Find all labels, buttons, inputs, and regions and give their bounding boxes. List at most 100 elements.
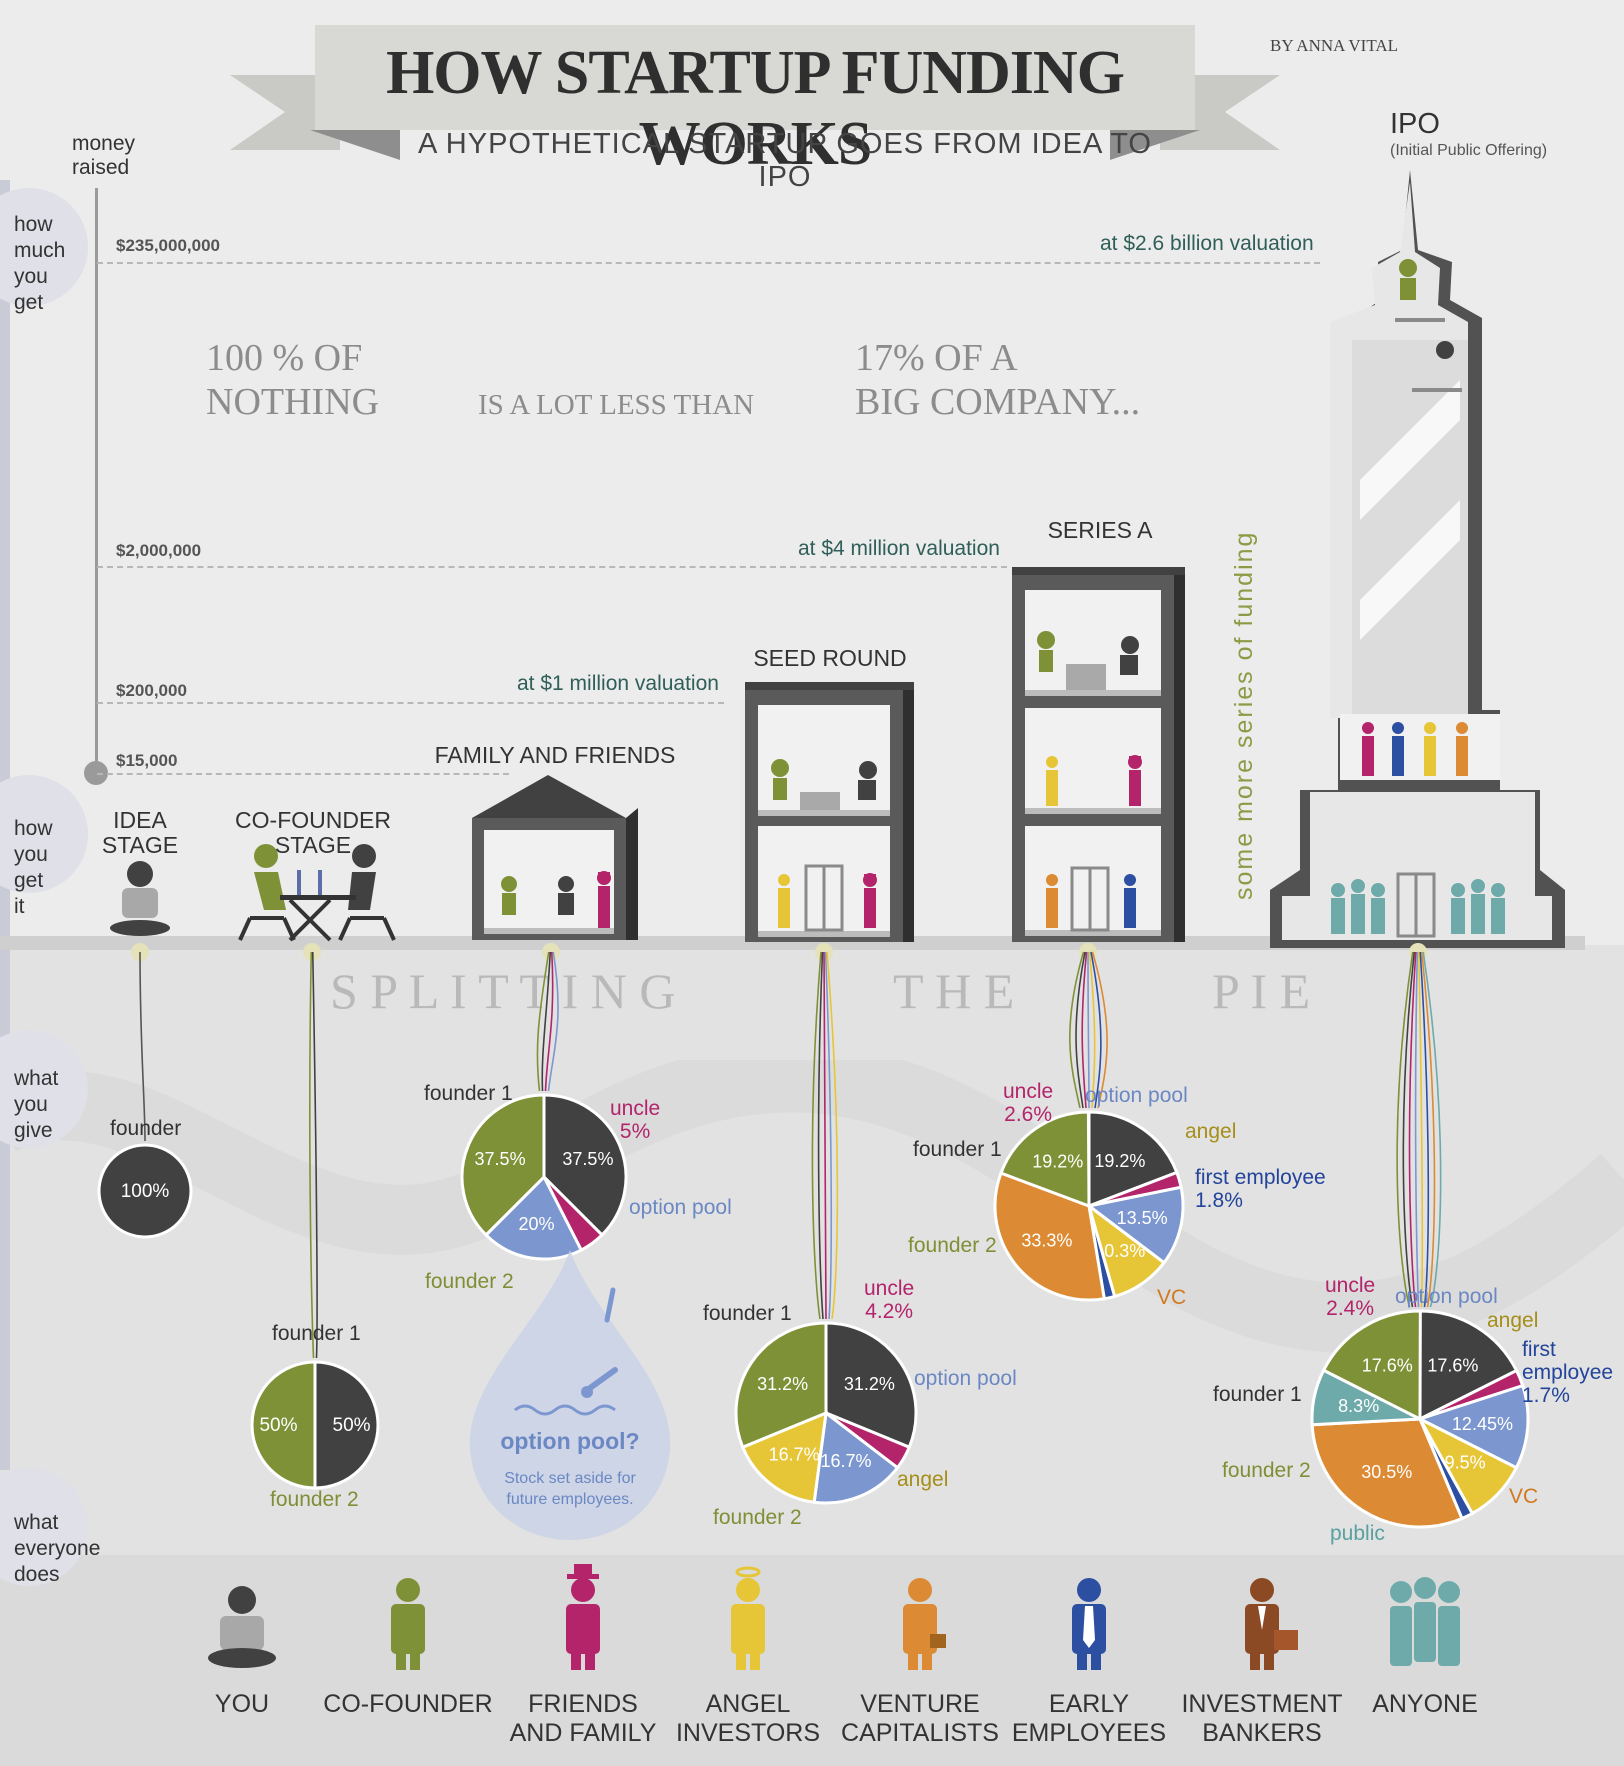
family-slice-label-founder2: 37.5% <box>475 1149 526 1169</box>
ipo-string <box>1396 951 1414 1308</box>
series-a-angel-label: angel <box>1185 1120 1237 1143</box>
big-text-middle: IS A LOT LESS THAN <box>478 389 755 421</box>
ipo-string <box>1419 951 1430 1308</box>
seed-option-label: option pool <box>914 1367 1017 1390</box>
seed-string <box>811 951 822 1320</box>
option-drop <box>469 1250 671 1540</box>
family-string <box>536 951 550 1092</box>
page-subtitle: A HYPOTHETICAL STARTUP GOES FROM IDEA TO… <box>417 128 1152 193</box>
family-f1-label: founder 1 <box>424 1082 513 1105</box>
ipo-slice-label-angel: 9.5% <box>1445 1452 1486 1472</box>
money-level-2m: $2,000,000 <box>116 541 202 560</box>
briefcase-person-icon <box>903 1578 946 1670</box>
money-level-235m: $235,000,000 <box>116 236 220 255</box>
family-anchor-dot <box>542 943 560 961</box>
ipo-slice-label-founder2: 17.6% <box>1362 1356 1413 1376</box>
series_a-slice-label-founder2: 19.2% <box>1032 1151 1083 1171</box>
ipo-slice-founder2 <box>1321 1309 1422 1422</box>
family-string <box>544 951 554 1092</box>
ipo-string <box>1402 951 1416 1308</box>
ipo-option-label: option pool <box>1395 1285 1498 1308</box>
ipo-string <box>1414 951 1420 1308</box>
idea-laptop-person-icon <box>110 861 170 936</box>
legend-label-2: FRIENDS AND FAMILY <box>509 1690 657 1747</box>
side-label-how-much: how much you get <box>14 213 66 314</box>
seed-slice-option <box>812 1410 900 1505</box>
family-string <box>541 951 552 1092</box>
buildings <box>110 170 1565 948</box>
ipo-slice-option <box>1416 1383 1530 1470</box>
seed-f1-label: founder 1 <box>703 1302 792 1325</box>
ipo-skyscraper-icon <box>1270 170 1565 948</box>
cofounder-slice-founder1 <box>313 1360 380 1490</box>
idea-string <box>139 951 146 1142</box>
ipo-slice-founder1 <box>1418 1309 1519 1422</box>
money-level-200k: $200,000 <box>116 681 187 700</box>
series_a-slice-label-vc: 33.3% <box>1021 1231 1072 1251</box>
person-icon <box>391 1578 425 1670</box>
family-string <box>547 951 559 1092</box>
seed-string <box>826 951 839 1320</box>
side-label-what-give: what you give <box>14 1067 59 1142</box>
dash-200k <box>97 702 724 704</box>
series_a-slice-label-angel: 10.3% <box>1094 1241 1145 1261</box>
series_a-string <box>1091 951 1108 1109</box>
ipo-uncle-label: uncle 2.4% <box>1325 1274 1376 1320</box>
ground <box>0 936 1585 950</box>
ipo-string <box>1408 951 1417 1308</box>
ipo-employee-label: first employee 1.7% <box>1522 1338 1614 1407</box>
seed-slice-label-founder2: 31.2% <box>757 1374 808 1394</box>
series_a-string <box>1088 951 1096 1109</box>
series_a-slice-founder2 <box>999 1110 1091 1209</box>
dash-2m <box>97 566 1007 568</box>
banker-person-icon <box>1245 1578 1298 1670</box>
family-slice-option <box>483 1174 584 1261</box>
family-uncle-label: uncle 5% <box>610 1097 661 1143</box>
seed-f2-label: founder 2 <box>713 1506 802 1529</box>
side-label-how-get: how you get it <box>14 817 53 918</box>
big-text-left: 100 % OF NOTHING <box>206 337 380 423</box>
legend-label-4: VENTURE CAPITALISTS <box>841 1690 999 1747</box>
ipo-slice-label-founder1: 17.6% <box>1427 1356 1478 1376</box>
legend-label-0: YOU <box>214 1690 270 1718</box>
family-option-label: option pool <box>629 1196 732 1219</box>
cofounder-slice-label-founder2: 50% <box>259 1415 297 1436</box>
seed-slice-label-angel: 16.7% <box>769 1444 820 1464</box>
series-a-building-icon <box>1012 567 1185 942</box>
legend-label-1: CO-FOUNDER <box>323 1690 493 1718</box>
water-wave-icon <box>514 1404 616 1416</box>
pie-layer: 100% 50% 50% 37.5% 20% 37.5% 31.2% 16.7%16.7% 31… <box>97 943 1530 1529</box>
seed-building-icon <box>745 682 914 942</box>
seed-slice-founder2 <box>734 1321 828 1450</box>
ipo-string <box>1422 951 1442 1308</box>
cofounder-slice-founder2 <box>250 1360 317 1490</box>
cofounder-table-icon <box>238 844 396 942</box>
valuation-series-a: at $4 million valuation <box>798 537 1000 560</box>
series-a-f1-label: founder 1 <box>913 1138 1002 1161</box>
legend-label-7: ANYONE <box>1372 1690 1478 1718</box>
seed-slice-founder1 <box>824 1321 918 1450</box>
family-f2-label: founder 2 <box>425 1270 514 1293</box>
money-level-15k: $15,000 <box>116 751 178 770</box>
cofounder-string <box>308 951 315 1359</box>
title-ribbon <box>230 25 1280 160</box>
page-title: HOW STARTUP FUNDING WORKS <box>386 39 1125 178</box>
cofounder-f1-label: founder 1 <box>272 1322 361 1345</box>
series_a-slice-founder1 <box>1087 1110 1179 1209</box>
series_a-string <box>1087 951 1090 1109</box>
seed-slice-angel <box>740 1410 828 1504</box>
byline: BY ANNA VITAL <box>1270 36 1399 55</box>
legend-label-6: INVESTMENT BANKERS <box>1181 1690 1343 1747</box>
stage-ipo: IPO <box>1390 108 1440 140</box>
seed-slice-label-founder1: 31.2% <box>844 1374 895 1394</box>
wave-decor <box>0 1060 1624 1353</box>
idea-slice-label-founder1: 100% <box>121 1181 170 1202</box>
crowd-icon <box>1390 1577 1460 1666</box>
legend-label-5: EARLY EMPLOYEES <box>1011 1690 1167 1747</box>
idea-slice-founder1 <box>97 1143 193 1239</box>
family-house-icon <box>472 775 638 940</box>
ipo-slice-vc <box>1310 1417 1464 1529</box>
ipo-slice-label-option: 12.45% <box>1452 1414 1513 1434</box>
family-slice-founder2 <box>460 1093 546 1238</box>
ipo-vc-label: VC <box>1509 1485 1539 1508</box>
